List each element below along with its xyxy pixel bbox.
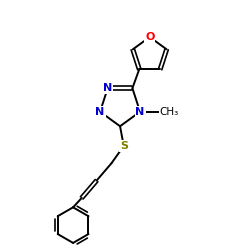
Text: N: N xyxy=(96,107,105,117)
Text: N: N xyxy=(103,83,112,93)
Text: S: S xyxy=(120,141,128,151)
Text: O: O xyxy=(145,32,154,42)
Text: CH₃: CH₃ xyxy=(160,107,179,117)
Text: N: N xyxy=(136,107,145,117)
